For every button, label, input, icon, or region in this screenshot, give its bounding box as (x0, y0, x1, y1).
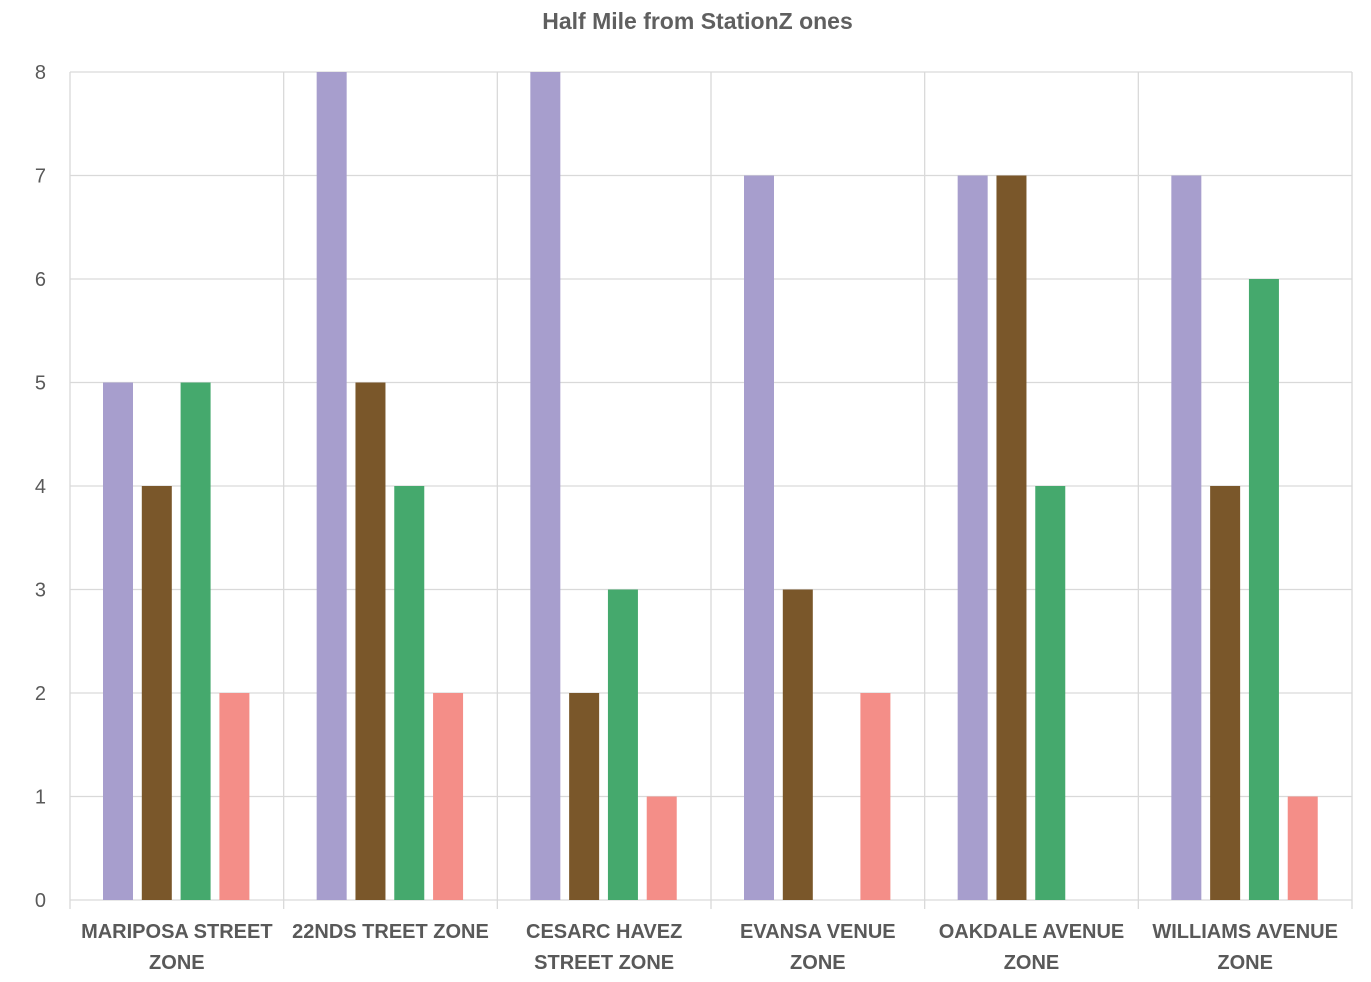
bar (607, 589, 638, 900)
y-tick-label: 5 (35, 373, 46, 395)
bar (957, 175, 988, 900)
bar (860, 693, 891, 900)
bar (141, 486, 172, 900)
bar (1035, 486, 1066, 900)
bar (1171, 175, 1202, 900)
x-tick-label: MARIPOSA STREET ZONE (81, 921, 273, 974)
x-tick-label: OAKDALE AVENUE ZONE (938, 921, 1125, 974)
x-tick-label: EVANSA VENUE ZONE (740, 921, 896, 974)
bar (744, 175, 774, 900)
bar (219, 693, 250, 900)
bar (782, 589, 813, 900)
x-tick-label: 22NDS TREET ZONE (292, 921, 489, 943)
bar (180, 382, 211, 900)
bar (646, 796, 677, 900)
y-tick-label: 2 (35, 683, 46, 705)
y-tick-label: 7 (35, 166, 46, 188)
y-tick-label: 1 (35, 787, 46, 809)
bar (1248, 279, 1279, 900)
bar (394, 486, 425, 900)
bar (996, 175, 1027, 900)
bar (103, 382, 133, 900)
bar (433, 693, 464, 900)
y-tick-label: 4 (35, 476, 46, 498)
y-tick-label: 6 (35, 269, 46, 291)
chart-title: Half Mile from StationZ ones (542, 8, 853, 34)
bar (355, 382, 386, 900)
x-tick-label: CESARC HAVEZ STREET ZONE (526, 921, 683, 974)
x-tick-label: WILLIAMS AVENUE ZONE (1152, 921, 1338, 974)
y-tick-label: 3 (35, 580, 46, 602)
bar (569, 693, 600, 900)
bar (316, 72, 347, 900)
bar (1287, 796, 1318, 900)
y-tick-label: 8 (35, 62, 46, 84)
y-tick-label: 0 (35, 890, 46, 912)
bar (530, 72, 561, 900)
bar (1210, 486, 1241, 900)
